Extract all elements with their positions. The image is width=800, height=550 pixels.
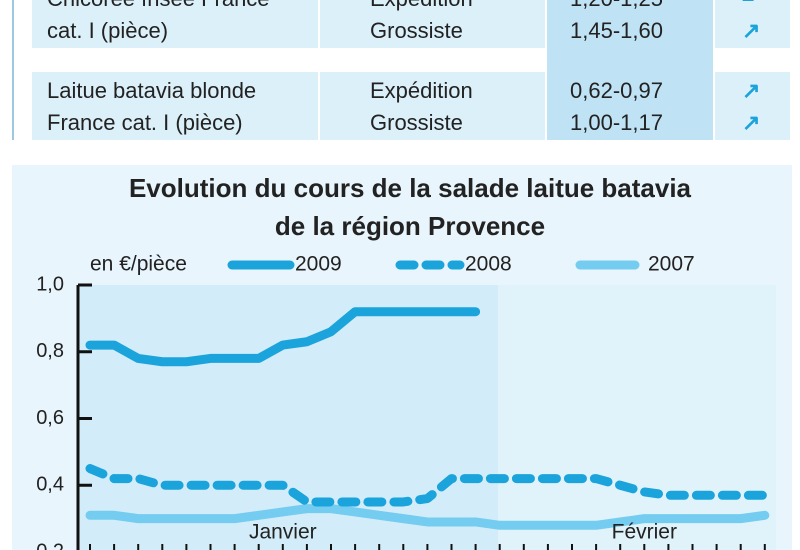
price-table: Chicorée frisée France cat. I (pièce) Expé… bbox=[0, 0, 800, 150]
x-tick-label: Février bbox=[612, 521, 677, 544]
chart-title: de la région Provence bbox=[275, 211, 545, 241]
y-tick-label: 1,0 bbox=[36, 273, 64, 295]
table-border bbox=[12, 0, 14, 140]
product-name: Laitue batavia blonde bbox=[47, 78, 257, 103]
y-tick-label: 0,6 bbox=[36, 407, 64, 429]
series-line bbox=[85, 464, 770, 507]
price-column bbox=[547, 0, 713, 140]
market: Grossiste bbox=[370, 110, 463, 135]
y-tick-label: 0,8 bbox=[36, 340, 64, 362]
legend-label: 2009 bbox=[295, 253, 342, 276]
legend-label: 2007 bbox=[648, 253, 695, 276]
cell bbox=[32, 72, 318, 140]
y-tick-label: 0,4 bbox=[36, 474, 64, 496]
cell bbox=[32, 0, 318, 48]
trend: ↗ bbox=[742, 18, 761, 43]
y-tick-label: 0,2 bbox=[36, 540, 64, 550]
series-line bbox=[85, 504, 770, 530]
trend: – bbox=[742, 0, 754, 12]
chart-title: Evolution du cours de la salade laitue b… bbox=[129, 173, 692, 203]
month-band bbox=[498, 285, 776, 550]
y-axis-label: en €/pièce bbox=[90, 253, 187, 276]
price: 0,62-0,97 bbox=[570, 78, 663, 103]
series-line bbox=[85, 307, 481, 367]
month-band bbox=[78, 285, 498, 550]
price: 1,00-1,17 bbox=[570, 110, 663, 135]
market: Expédition bbox=[370, 0, 473, 12]
price: 1,20-1,25 bbox=[570, 0, 663, 12]
product-name: cat. I (pièce) bbox=[47, 18, 169, 43]
product-name: Chicorée frisée France bbox=[47, 0, 270, 12]
trend: ↗ bbox=[742, 110, 761, 135]
x-tick-label: Janvier bbox=[249, 521, 317, 544]
market: Expédition bbox=[370, 78, 473, 103]
cell bbox=[715, 72, 790, 140]
legend-label: 2008 bbox=[465, 253, 512, 276]
product-name: France cat. I (pièce) bbox=[47, 110, 243, 135]
cell bbox=[715, 0, 790, 48]
price: 1,45-1,60 bbox=[570, 18, 663, 43]
trend: ↗ bbox=[742, 78, 761, 103]
cell bbox=[320, 72, 545, 140]
market: Grossiste bbox=[370, 18, 463, 43]
cell bbox=[320, 0, 545, 48]
